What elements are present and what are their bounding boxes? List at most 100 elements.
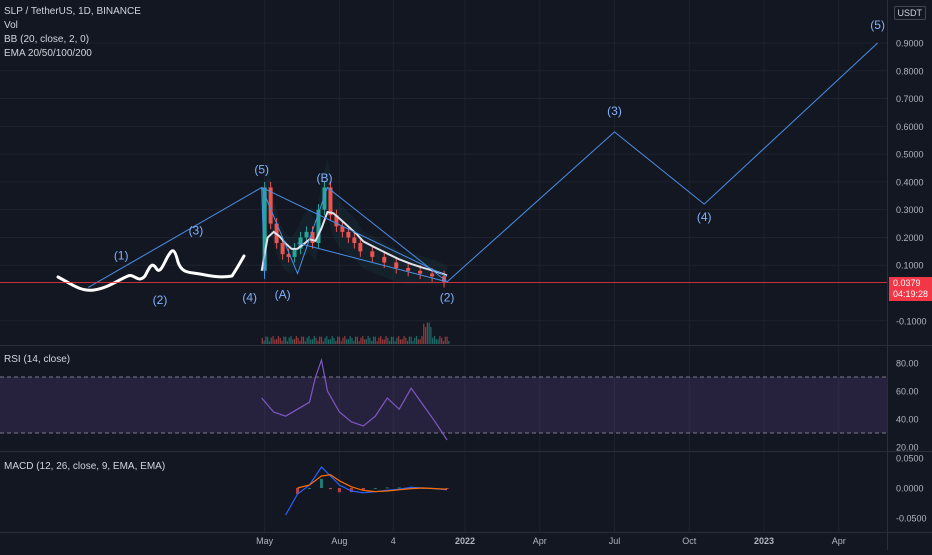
volume-bar (302, 336, 305, 344)
volume-bar (381, 339, 384, 344)
price-tick-label: 0.2000 (896, 233, 924, 243)
volume-bar (333, 337, 335, 344)
volume-bar (369, 337, 371, 344)
volume-bar (315, 337, 317, 344)
volume-bar (417, 339, 419, 344)
volume-bar (432, 337, 434, 344)
macd-histogram-bar (308, 488, 312, 489)
volume-bar (362, 336, 364, 344)
volume-bar (293, 339, 296, 344)
macd-signal-line (297, 474, 448, 493)
volume-bar (337, 336, 339, 344)
volume-bar (360, 337, 362, 344)
rsi-tick-label: 60.00 (896, 387, 919, 397)
candle-body (310, 231, 315, 244)
corrective-channel-line (297, 242, 448, 283)
volume-bar (263, 340, 265, 344)
volume-bar (299, 340, 301, 344)
volume-bar (304, 341, 306, 344)
rsi-tick-label: 40.00 (896, 415, 919, 425)
volume-bar (261, 337, 263, 344)
rsi-title[interactable]: RSI (14, close) (4, 354, 71, 365)
candle-body (322, 187, 327, 210)
price-tick-label: 0.5000 (896, 150, 924, 160)
volume-bar (281, 340, 283, 344)
bb-legend[interactable]: BB (20, close, 2, 0) (4, 34, 90, 45)
volume-bar (371, 340, 373, 344)
bb-band-fill (261, 157, 448, 285)
volume-bar (433, 336, 436, 344)
volume-bar (267, 336, 269, 344)
volume-bar (317, 340, 319, 344)
candle-body (370, 251, 375, 257)
volume-bar (385, 336, 387, 344)
volume-bar (338, 336, 341, 344)
price-tick-label: 0.7000 (896, 94, 924, 104)
volume-legend[interactable]: Vol (4, 20, 18, 31)
volume-bar (421, 336, 423, 344)
volume-bar (276, 339, 278, 344)
volume-bar (414, 337, 416, 344)
wave-label: (4) (242, 290, 257, 304)
candle-body (316, 209, 321, 244)
volume-bar (428, 322, 430, 344)
symbol-title[interactable]: SLP / TetherUS, 1D, BINANCE (4, 6, 141, 17)
candle-body (304, 231, 309, 238)
candle-body (334, 215, 339, 227)
candle-body (358, 243, 363, 252)
time-tick-label: 2022 (455, 536, 475, 546)
volume-bar (319, 336, 321, 344)
macd-histogram-bar (385, 487, 389, 489)
price-tick-label: 0.1000 (896, 261, 924, 271)
volume-bar (277, 336, 280, 344)
wave-label: (A) (275, 288, 291, 302)
last-price-tag: 0.0379 04:19:28 (889, 277, 932, 301)
currency-label[interactable]: USDT (893, 6, 926, 20)
ema-legend[interactable]: EMA 20/50/100/200 (4, 48, 92, 59)
volume-bar (430, 327, 432, 344)
price-tick-label: 0.9000 (896, 39, 924, 49)
candle-body (352, 237, 357, 244)
candle-body (394, 262, 399, 269)
last-price-value: 0.0379 (893, 278, 921, 288)
volume-bar (290, 336, 292, 344)
volume-bar (358, 341, 360, 344)
volume-bar (426, 322, 428, 344)
volume-bar (403, 336, 405, 344)
macd-tick-label: 0.0000 (896, 484, 924, 494)
volume-bar (326, 336, 328, 344)
volume-bar (419, 339, 421, 344)
time-tick-label: Jul (609, 536, 621, 546)
volume-bar (279, 337, 281, 344)
candle-body (328, 187, 333, 216)
wave-label: (3) (607, 104, 622, 118)
time-tick-label: 4 (391, 536, 396, 546)
volume-bar (424, 327, 427, 344)
volume-bar (444, 336, 446, 344)
volume-bar (349, 336, 351, 344)
time-tick-label: Apr (832, 536, 846, 546)
volume-bar (412, 341, 414, 344)
price-tick-label: 0.6000 (896, 122, 924, 132)
candle-body (418, 270, 423, 274)
wave-label: (2) (440, 290, 455, 304)
volume-bar (365, 339, 367, 344)
volume-bar (322, 341, 324, 344)
volume-bar (292, 339, 294, 344)
volume-bar (301, 336, 303, 344)
price-tick-label: -0.1000 (896, 316, 927, 326)
volume-bar (396, 337, 398, 344)
macd-title[interactable]: MACD (12, 26, close, 9, EMA, EMA) (4, 461, 166, 472)
volume-bar (374, 336, 376, 344)
volume-bar (324, 337, 326, 344)
candle-body (298, 237, 303, 249)
volume-bar (406, 341, 409, 344)
rsi-tick-label: 80.00 (896, 359, 919, 369)
rsi-band (0, 377, 887, 433)
macd-tick-label: 0.0500 (896, 454, 924, 464)
volume-bar (356, 336, 358, 344)
last-price-countdown: 04:19:28 (893, 289, 929, 299)
rsi-line (261, 357, 448, 441)
